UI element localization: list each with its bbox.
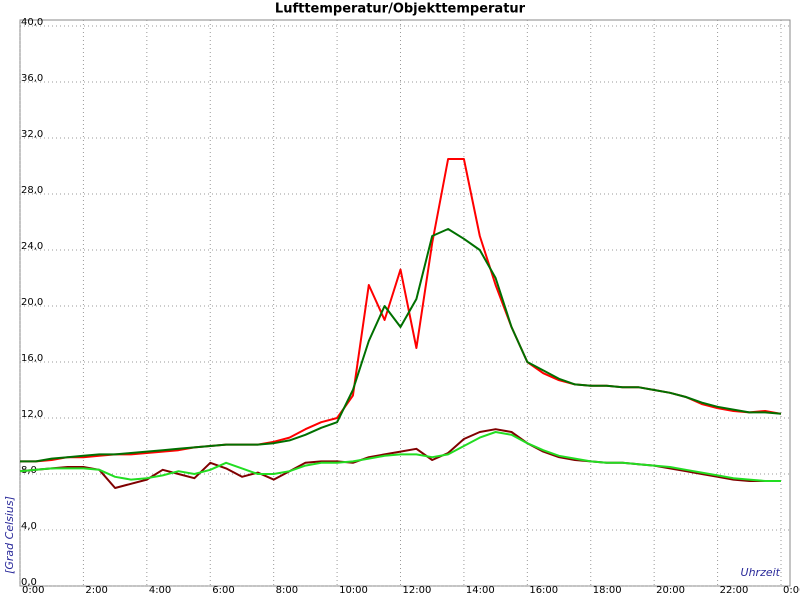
x-axis-label: Uhrzeit: [741, 566, 781, 579]
x-tick-label: 4:00: [149, 585, 171, 596]
x-tick-label: 6:00: [212, 585, 234, 596]
series-line: [19, 431, 781, 482]
x-tick-label: 8:00: [276, 585, 298, 596]
y-tick-label: 28,0: [21, 185, 43, 196]
x-tick-label: 18:00: [593, 585, 622, 596]
x-tick-label: 2:00: [85, 585, 107, 596]
y-tick-label: 36,0: [21, 73, 43, 84]
chart-title: Lufttemperatur/Objekttemperatur: [275, 2, 526, 17]
x-tick-label: 0:00: [22, 585, 44, 596]
x-tick-label: 20:00: [656, 585, 685, 596]
y-tick-label: 12,0: [21, 409, 43, 420]
y-tick-label: 40,0: [21, 17, 43, 28]
x-tick-label: 14:00: [466, 585, 495, 596]
y-tick-label: 4,0: [21, 521, 37, 532]
series-line: [20, 228, 782, 463]
y-tick-label: 20,0: [21, 297, 43, 308]
x-tick-label: 0:00: [783, 585, 800, 596]
y-tick-label: 16,0: [21, 353, 43, 364]
y-tick-label: 0,0: [21, 577, 37, 588]
x-tick-label: 10:00: [339, 585, 368, 596]
y-tick-label: 32,0: [21, 129, 43, 140]
y-axis-label: [Grad Celsius]: [3, 496, 16, 574]
x-tick-label: 16:00: [529, 585, 558, 596]
x-tick-label: 22:00: [720, 585, 749, 596]
x-tick-label: 12:00: [403, 585, 432, 596]
y-tick-label: 24,0: [21, 241, 43, 252]
